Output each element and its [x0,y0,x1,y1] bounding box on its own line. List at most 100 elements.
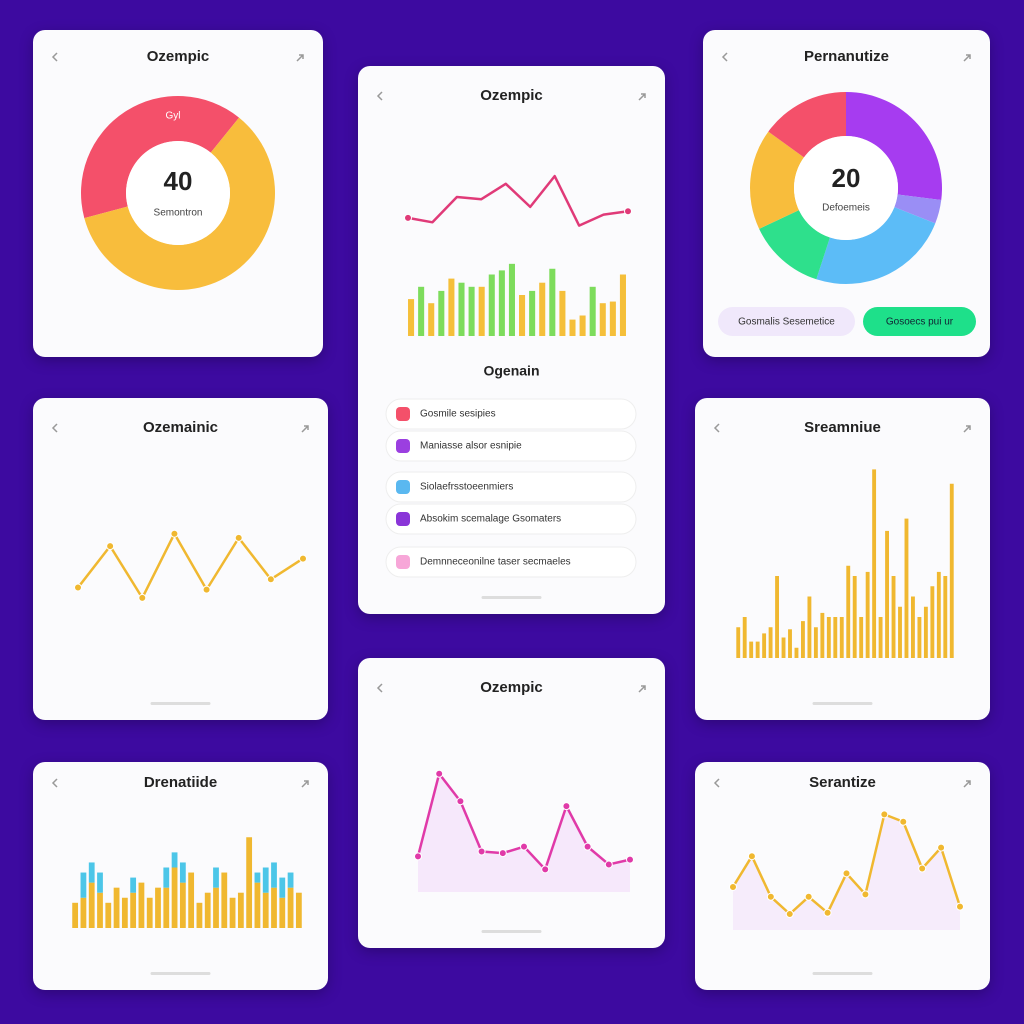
back-icon[interactable] [51,423,58,433]
donut-segment [846,92,942,201]
expand-icon[interactable] [296,54,304,62]
bar [878,617,883,658]
point [956,902,964,911]
back-icon[interactable] [51,52,58,62]
list-item[interactable] [385,471,637,503]
point [541,865,550,874]
expand-icon[interactable] [963,54,971,62]
bar [846,565,851,658]
handle [812,972,873,975]
bar-segment [130,877,137,893]
bar-segment [279,897,286,928]
item-icon [396,555,410,569]
bar-segment [130,892,137,928]
point [899,817,908,826]
card-title: Ozemainic [143,419,218,436]
bar [781,637,786,658]
handle [481,596,542,599]
back-icon[interactable] [51,778,58,788]
expand-icon[interactable] [638,685,646,693]
card: Pernanutize 20 Defoemeis Gosmalis Sesemetic… [703,30,990,357]
bar [865,571,870,658]
list-item[interactable] [385,398,637,430]
back-icon[interactable] [713,778,720,788]
card: Sreamniue [695,398,990,720]
center-label: Defoemeis [822,203,870,214]
bar-segment [262,892,269,928]
bar [508,263,515,336]
point [74,583,82,592]
card: Ozempic [358,658,665,948]
bar [549,268,556,336]
expand-icon[interactable] [638,93,646,101]
bar [891,576,896,658]
bar [872,469,877,658]
bar [775,576,779,658]
bar-segment [88,882,95,928]
card-canvas: Ozempic [376,679,646,933]
section-title: Ogenain [483,363,539,379]
card-canvas: Pernanutize 20 Defoemeis Gosmalis Sesemetic… [718,48,976,336]
back-icon[interactable] [713,423,720,433]
list-item[interactable] [385,546,637,578]
bar [448,278,455,336]
point [604,860,613,869]
bar-segment [279,877,286,898]
bar-segment [88,862,95,883]
bar [619,274,626,336]
back-icon[interactable] [721,52,728,62]
segment-label: Gyl [166,111,181,122]
card-title: Ozempic [480,87,543,104]
bar [749,641,754,658]
bar-segment [171,852,178,868]
bar-segment [80,872,87,898]
point [804,892,813,901]
expand-icon[interactable] [301,425,309,433]
bar [458,282,465,336]
center-label: Semontron [154,208,203,219]
expand-icon[interactable] [963,780,971,788]
bar [569,319,576,336]
point [785,910,794,919]
bar [498,270,505,336]
bar [826,617,831,658]
donut-hole [794,136,898,240]
bar-segment [121,897,128,928]
button-label[interactable]: Gosoecs pui ur [886,317,954,328]
area [418,773,630,892]
bar-segment [97,872,103,893]
bar [807,596,812,658]
bar-segment [262,867,269,893]
item-icon [396,439,410,453]
point [624,207,632,216]
point [562,802,571,811]
button-label[interactable]: Gosmalis Sesemetice [738,317,835,328]
bar-segment [138,882,145,928]
bar-segment [146,897,153,928]
bar-segment [254,882,261,928]
button[interactable] [718,307,855,336]
list-item[interactable] [385,430,637,462]
bar [736,627,741,658]
back-icon[interactable] [376,683,383,693]
bar [794,647,799,658]
card-title: Serantize [809,774,876,791]
expand-icon[interactable] [301,780,309,788]
bar-segment [97,892,103,928]
expand-icon[interactable] [963,425,971,433]
bar-segment [179,882,186,928]
bar [936,571,941,658]
bar [539,282,546,336]
point [498,849,507,858]
card-title: Drenatiide [144,774,217,791]
bar-segment [221,872,228,928]
bar [768,627,773,658]
bar [478,286,485,336]
button[interactable] [863,307,976,336]
back-icon[interactable] [376,91,383,101]
bar [609,301,616,336]
bar [852,576,857,658]
bar [917,617,922,658]
point [626,855,634,864]
list-item[interactable] [385,503,637,535]
